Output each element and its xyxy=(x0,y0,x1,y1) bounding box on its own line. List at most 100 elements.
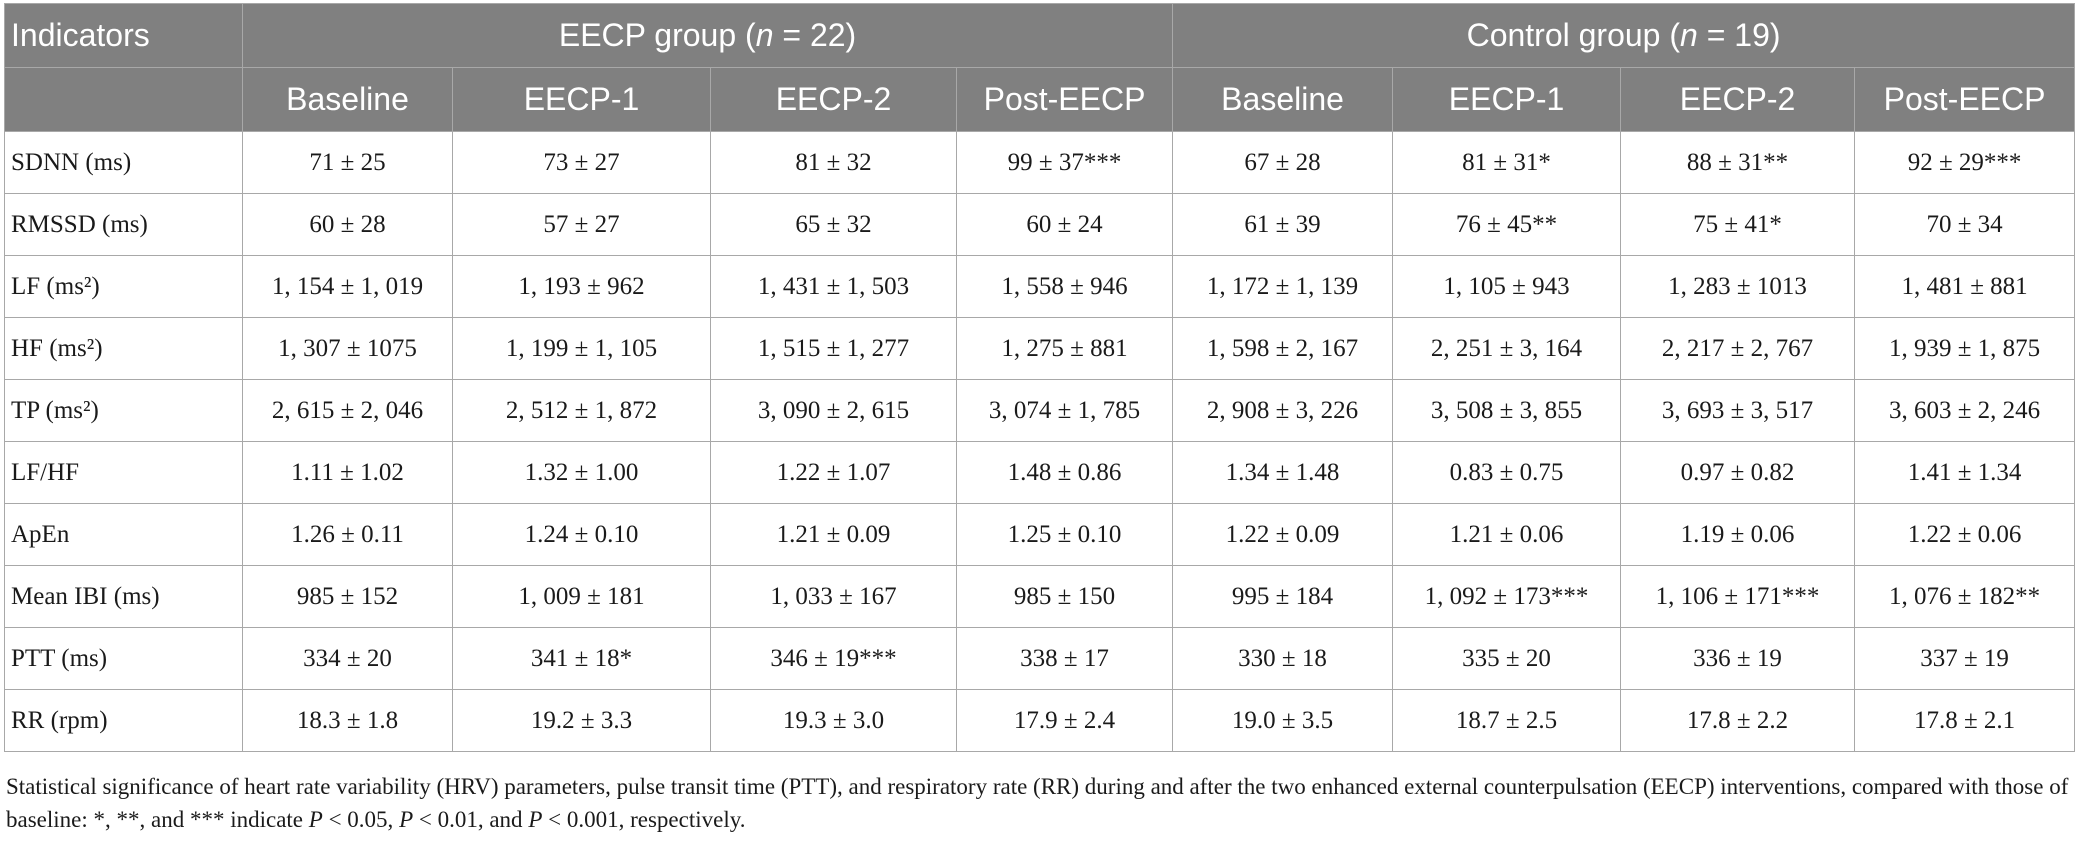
value-cell: 99 ± 37*** xyxy=(955,131,1174,194)
phase-header-control-eecp-2: EECP-2 xyxy=(1620,67,1856,132)
value-cell: 330 ± 18 xyxy=(1172,627,1394,690)
table-row: SDNN (ms) 71 ± 25 73 ± 27 81 ± 32 99 ± 37***… xyxy=(4,131,2076,194)
value-cell: 1, 558 ± 946 xyxy=(955,255,1174,318)
indicators-header: Indicators xyxy=(4,3,243,68)
value-cell: 3, 090 ± 2, 615 xyxy=(710,379,957,442)
value-cell: 60 ± 24 xyxy=(955,193,1174,256)
value-cell: 1, 009 ± 181 xyxy=(452,565,711,628)
value-cell: 3, 693 ± 3, 517 xyxy=(1620,379,1856,442)
value-cell: 1.26 ± 0.11 xyxy=(242,503,453,566)
value-cell: 1.22 ± 0.06 xyxy=(1854,503,2076,566)
row-label: ApEn xyxy=(4,503,243,566)
phase-header-control-eecp-1: EECP-1 xyxy=(1392,67,1622,132)
value-cell: 1.48 ± 0.86 xyxy=(955,441,1174,504)
value-cell: 1, 307 ± 1075 xyxy=(242,317,453,380)
value-cell: 1, 515 ± 1, 277 xyxy=(710,317,957,380)
value-cell: 19.3 ± 3.0 xyxy=(710,689,957,752)
value-cell: 19.0 ± 3.5 xyxy=(1172,689,1394,752)
value-cell: 336 ± 19 xyxy=(1620,627,1856,690)
value-cell: 1, 076 ± 182** xyxy=(1854,565,2076,628)
value-cell: 1, 092 ± 173*** xyxy=(1392,565,1622,628)
value-cell: 2, 908 ± 3, 226 xyxy=(1172,379,1394,442)
value-cell: 57 ± 27 xyxy=(452,193,711,256)
table-row: LF/HF 1.11 ± 1.02 1.32 ± 1.00 1.22 ± 1.07 1.… xyxy=(4,441,2076,504)
value-cell: 1.22 ± 0.09 xyxy=(1172,503,1394,566)
value-cell: 81 ± 32 xyxy=(710,131,957,194)
phase-header-control-post-eecp: Post-EECP xyxy=(1854,67,2076,132)
value-cell: 337 ± 19 xyxy=(1854,627,2076,690)
control-group-header: Control group (n = 19) xyxy=(1172,3,2076,68)
value-cell: 1, 105 ± 943 xyxy=(1392,255,1622,318)
table-row: TP (ms²) 2, 615 ± 2, 046 2, 512 ± 1, 872 3,… xyxy=(4,379,2076,442)
value-cell: 2, 251 ± 3, 164 xyxy=(1392,317,1622,380)
value-cell: 1.41 ± 1.34 xyxy=(1854,441,2076,504)
phase-header-control-baseline: Baseline xyxy=(1172,67,1394,132)
phase-header-eecp-eecp-1: EECP-1 xyxy=(452,67,711,132)
row-label: HF (ms²) xyxy=(4,317,243,380)
table-row: RR (rpm) 18.3 ± 1.8 19.2 ± 3.3 19.3 ± 3.0 17… xyxy=(4,689,2076,752)
hrv-results-table: Indicators EECP group (n = 22) Control g… xyxy=(4,3,2076,752)
value-cell: 985 ± 150 xyxy=(955,565,1174,628)
phase-header-eecp-baseline: Baseline xyxy=(242,67,453,132)
value-cell: 335 ± 20 xyxy=(1392,627,1622,690)
value-cell: 1, 283 ± 1013 xyxy=(1620,255,1856,318)
value-cell: 1, 193 ± 962 xyxy=(452,255,711,318)
value-cell: 92 ± 29*** xyxy=(1854,131,2076,194)
value-cell: 3, 074 ± 1, 785 xyxy=(955,379,1174,442)
value-cell: 2, 615 ± 2, 046 xyxy=(242,379,453,442)
table-header: Indicators EECP group (n = 22) Control g… xyxy=(4,3,2076,132)
value-cell: 3, 508 ± 3, 855 xyxy=(1392,379,1622,442)
row-label: PTT (ms) xyxy=(4,627,243,690)
table-footnote: Statistical significance of heart rate v… xyxy=(6,774,2069,832)
value-cell: 17.9 ± 2.4 xyxy=(955,689,1174,752)
value-cell: 3, 603 ± 2, 246 xyxy=(1854,379,2076,442)
value-cell: 1, 154 ± 1, 019 xyxy=(242,255,453,318)
value-cell: 0.83 ± 0.75 xyxy=(1392,441,1622,504)
table-row: ApEn 1.26 ± 0.11 1.24 ± 0.10 1.21 ± 0.09 1.2… xyxy=(4,503,2076,566)
row-label: RMSSD (ms) xyxy=(4,193,243,256)
value-cell: 1, 106 ± 171*** xyxy=(1620,565,1856,628)
value-cell: 341 ± 18* xyxy=(452,627,711,690)
value-cell: 1, 199 ± 1, 105 xyxy=(452,317,711,380)
table-row: LF (ms²) 1, 154 ± 1, 019 1, 193 ± 962 1, 43… xyxy=(4,255,2076,318)
phase-header-eecp-eecp-2: EECP-2 xyxy=(710,67,957,132)
value-cell: 0.97 ± 0.82 xyxy=(1620,441,1856,504)
value-cell: 1, 481 ± 881 xyxy=(1854,255,2076,318)
value-cell: 2, 512 ± 1, 872 xyxy=(452,379,711,442)
value-cell: 18.3 ± 1.8 xyxy=(242,689,453,752)
row-label: SDNN (ms) xyxy=(4,131,243,194)
value-cell: 1, 033 ± 167 xyxy=(710,565,957,628)
value-cell: 1.25 ± 0.10 xyxy=(955,503,1174,566)
row-label: TP (ms²) xyxy=(4,379,243,442)
value-cell: 1.21 ± 0.09 xyxy=(710,503,957,566)
value-cell: 76 ± 45** xyxy=(1392,193,1622,256)
value-cell: 73 ± 27 xyxy=(452,131,711,194)
value-cell: 17.8 ± 2.2 xyxy=(1620,689,1856,752)
value-cell: 334 ± 20 xyxy=(242,627,453,690)
value-cell: 71 ± 25 xyxy=(242,131,453,194)
group-header-row: Indicators EECP group (n = 22) Control g… xyxy=(4,3,2076,68)
table-row: RMSSD (ms) 60 ± 28 57 ± 27 65 ± 32 60 ± 24 61… xyxy=(4,193,2076,256)
value-cell: 995 ± 184 xyxy=(1172,565,1394,628)
value-cell: 1, 598 ± 2, 167 xyxy=(1172,317,1394,380)
value-cell: 346 ± 19*** xyxy=(710,627,957,690)
value-cell: 17.8 ± 2.1 xyxy=(1854,689,2076,752)
value-cell: 65 ± 32 xyxy=(710,193,957,256)
value-cell: 1, 939 ± 1, 875 xyxy=(1854,317,2076,380)
value-cell: 18.7 ± 2.5 xyxy=(1392,689,1622,752)
table-row: PTT (ms) 334 ± 20 341 ± 18* 346 ± 19*** 338 … xyxy=(4,627,2076,690)
value-cell: 1.19 ± 0.06 xyxy=(1620,503,1856,566)
value-cell: 60 ± 28 xyxy=(242,193,453,256)
row-label: LF/HF xyxy=(4,441,243,504)
value-cell: 1.11 ± 1.02 xyxy=(242,441,453,504)
value-cell: 1.22 ± 1.07 xyxy=(710,441,957,504)
value-cell: 338 ± 17 xyxy=(955,627,1174,690)
eecp-group-header: EECP group (n = 22) xyxy=(241,3,1174,68)
value-cell: 75 ± 41* xyxy=(1620,193,1856,256)
table-row: Mean IBI (ms) 985 ± 152 1, 009 ± 181 1, 033… xyxy=(4,565,2076,628)
value-cell: 1.34 ± 1.48 xyxy=(1172,441,1394,504)
value-cell: 985 ± 152 xyxy=(242,565,453,628)
value-cell: 1.32 ± 1.00 xyxy=(452,441,711,504)
phase-header-eecp-post-eecp: Post-EECP xyxy=(955,67,1174,132)
value-cell: 19.2 ± 3.3 xyxy=(452,689,711,752)
